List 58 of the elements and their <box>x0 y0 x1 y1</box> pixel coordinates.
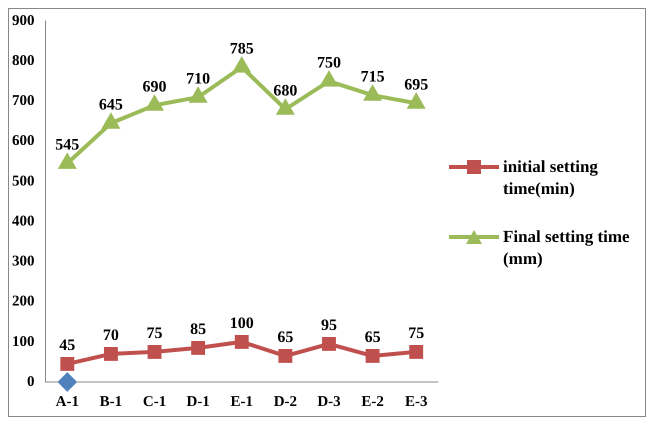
y-tick-label: 700 <box>12 93 34 110</box>
data-label: 85 <box>190 321 206 338</box>
y-tick-label: 100 <box>12 334 34 350</box>
point <box>234 58 250 73</box>
x-tick-label: A-1 <box>56 394 79 410</box>
point <box>104 346 118 361</box>
y-tick-label: 900 <box>12 12 34 29</box>
data-label: 95 <box>320 317 337 334</box>
data-label: 75 <box>146 325 163 342</box>
x-tick-label: B-1 <box>100 394 122 410</box>
data-label: 785 <box>230 40 254 58</box>
point <box>278 348 292 363</box>
x-tick-label: D-2 <box>274 394 298 410</box>
point <box>320 72 338 87</box>
point <box>58 373 76 391</box>
y-tick-label: 500 <box>12 173 34 190</box>
point <box>366 348 380 363</box>
point <box>146 96 163 111</box>
point <box>59 154 76 169</box>
data-label: 45 <box>59 337 76 354</box>
y-tick-label: 400 <box>12 213 34 230</box>
legend-label: Final setting time (mm) <box>503 226 631 270</box>
y-tick-label: 200 <box>12 294 34 310</box>
point <box>277 100 294 115</box>
x-tick-label: D-3 <box>317 394 341 410</box>
point <box>148 344 162 359</box>
data-label: 75 <box>408 325 424 342</box>
data-label: 100 <box>230 315 254 332</box>
point <box>322 336 336 351</box>
x-tick-label: D-1 <box>186 394 210 410</box>
point <box>191 340 206 355</box>
data-label: 645 <box>98 96 123 114</box>
legend-label: initial setting time(min) <box>503 156 599 200</box>
point <box>409 344 424 359</box>
point <box>364 86 381 101</box>
data-label: 545 <box>55 136 80 154</box>
data-label: 680 <box>273 82 298 100</box>
point <box>408 94 424 109</box>
x-tick-label: E-1 <box>230 394 253 410</box>
y-tick-label: 0 <box>27 374 34 390</box>
data-label: 65 <box>277 329 294 346</box>
point <box>190 88 206 103</box>
x-tick-label: E-3 <box>404 394 428 410</box>
point <box>60 357 74 371</box>
y-tick-label: 600 <box>12 133 34 150</box>
data-label: 750 <box>316 54 341 72</box>
data-label: 710 <box>186 70 210 88</box>
y-tick-label: 300 <box>12 254 34 270</box>
point <box>234 334 249 349</box>
data-label: 65 <box>364 329 381 346</box>
x-tick-label: C-1 <box>142 394 166 410</box>
data-label: 695 <box>404 76 428 94</box>
data-label: 715 <box>360 68 385 86</box>
point <box>102 114 119 129</box>
x-tick-label: E-2 <box>361 394 384 410</box>
data-label: 690 <box>142 78 167 96</box>
data-label: 70 <box>102 327 119 344</box>
y-tick-label: 800 <box>12 52 34 69</box>
